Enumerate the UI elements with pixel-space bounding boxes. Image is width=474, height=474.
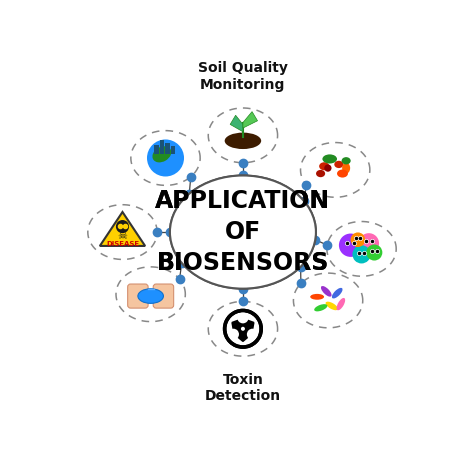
Text: Toxin
Detection: Toxin Detection bbox=[205, 373, 281, 403]
Ellipse shape bbox=[116, 267, 185, 322]
Bar bbox=[165, 143, 170, 155]
Ellipse shape bbox=[314, 304, 328, 311]
Ellipse shape bbox=[88, 205, 157, 259]
Ellipse shape bbox=[327, 221, 396, 276]
Text: DISEASE: DISEASE bbox=[106, 241, 139, 247]
Ellipse shape bbox=[337, 170, 348, 178]
Ellipse shape bbox=[334, 161, 343, 168]
Bar bbox=[160, 140, 164, 155]
Ellipse shape bbox=[153, 146, 171, 163]
Circle shape bbox=[241, 327, 245, 331]
Text: Soil Quality
Monitoring: Soil Quality Monitoring bbox=[198, 61, 288, 91]
Polygon shape bbox=[100, 212, 145, 246]
Ellipse shape bbox=[170, 175, 316, 289]
Polygon shape bbox=[230, 115, 243, 132]
Wedge shape bbox=[231, 322, 246, 342]
Ellipse shape bbox=[321, 286, 332, 297]
Ellipse shape bbox=[208, 301, 278, 356]
Ellipse shape bbox=[324, 164, 331, 172]
Wedge shape bbox=[232, 318, 254, 330]
Circle shape bbox=[238, 324, 247, 333]
Bar bbox=[154, 145, 159, 155]
Text: APPLICATION
OF
BIOSENSORS: APPLICATION OF BIOSENSORS bbox=[155, 190, 330, 275]
Ellipse shape bbox=[319, 162, 329, 170]
Ellipse shape bbox=[301, 143, 370, 197]
Ellipse shape bbox=[310, 294, 324, 300]
Circle shape bbox=[116, 220, 129, 233]
Ellipse shape bbox=[316, 170, 325, 177]
Ellipse shape bbox=[208, 108, 278, 163]
Ellipse shape bbox=[293, 273, 363, 328]
Circle shape bbox=[247, 328, 258, 340]
Text: APPLICATION
OF
BIOSENSORS: APPLICATION OF BIOSENSORS bbox=[155, 190, 330, 275]
Ellipse shape bbox=[322, 155, 337, 164]
Ellipse shape bbox=[131, 131, 200, 185]
Circle shape bbox=[351, 232, 365, 247]
Text: ☠: ☠ bbox=[118, 231, 128, 241]
Wedge shape bbox=[240, 322, 255, 342]
Circle shape bbox=[359, 233, 379, 254]
Circle shape bbox=[237, 312, 248, 323]
FancyBboxPatch shape bbox=[128, 284, 148, 308]
Circle shape bbox=[366, 245, 383, 261]
Ellipse shape bbox=[225, 133, 261, 149]
Circle shape bbox=[149, 142, 182, 174]
Ellipse shape bbox=[332, 288, 343, 299]
Ellipse shape bbox=[342, 163, 350, 173]
Circle shape bbox=[339, 234, 362, 257]
Circle shape bbox=[228, 328, 239, 340]
Ellipse shape bbox=[170, 175, 316, 289]
Ellipse shape bbox=[337, 298, 345, 310]
Ellipse shape bbox=[342, 157, 351, 164]
FancyBboxPatch shape bbox=[153, 284, 173, 308]
Polygon shape bbox=[243, 111, 257, 128]
Circle shape bbox=[352, 245, 371, 264]
Bar bbox=[171, 146, 175, 155]
Ellipse shape bbox=[326, 301, 338, 310]
Ellipse shape bbox=[138, 289, 164, 303]
